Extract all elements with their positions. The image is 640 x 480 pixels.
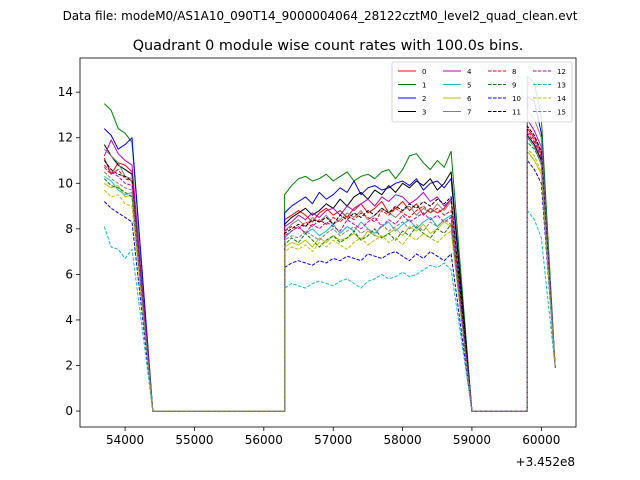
y-tick-label: 14 [58,85,73,99]
x-tick-label: 57000 [314,433,352,447]
legend-label-7: 7 [467,109,471,117]
legend-label-6: 6 [467,95,472,103]
legend-label-14: 14 [557,95,566,103]
y-tick-label: 2 [65,359,73,373]
series-line-6 [104,150,556,412]
figure-suptitle: Data file: modeM0/AS1A10_090T14_90000040… [63,9,578,23]
x-tick-label: 60000 [522,433,560,447]
series-line-10 [103,160,556,412]
series-line-11 [103,125,556,412]
legend-label-4: 4 [467,68,472,76]
series-group [103,75,556,412]
legend-label-13: 13 [557,82,566,90]
legend-label-9: 9 [512,82,516,90]
series-line-4 [103,119,556,412]
y-tick-label: 4 [65,313,73,327]
legend-label-10: 10 [512,95,521,103]
series-line-9 [103,141,556,412]
series-line-13 [103,210,556,412]
x-tick-label: 59000 [453,433,491,447]
x-tick-label: 58000 [383,433,421,447]
series-line-3 [103,134,556,412]
x-tick-label: 56000 [245,433,283,447]
series-line-5 [104,137,556,412]
series-line-0 [103,128,556,412]
series-line-12 [103,130,556,412]
legend-label-3: 3 [422,109,426,117]
y-tick-label: 0 [65,404,73,418]
y-tick-label: 12 [58,131,73,145]
legend-label-15: 15 [557,109,566,117]
series-line-14 [103,148,556,412]
legend-label-0: 0 [422,68,426,76]
legend-label-5: 5 [467,82,471,90]
series-line-8 [103,132,556,412]
legend-label-12: 12 [557,68,566,76]
series-line-2 [103,96,556,412]
x-tick-label: 54000 [106,433,144,447]
x-tick-label: 55000 [175,433,213,447]
series-line-15 [103,137,556,412]
legend-label-8: 8 [512,68,516,76]
legend-label-11: 11 [512,109,521,117]
x-axis-offset-label: +3.452e8 [516,455,575,469]
legend-label-1: 1 [422,82,426,90]
y-tick-label: 10 [58,176,73,190]
legend-box [391,61,573,123]
legend-label-2: 2 [422,95,426,103]
y-tick-label: 8 [65,222,73,236]
plot-area: 54000 55000 56000 57000 58000 59000 60000 0 2 4 6 8… [58,57,577,447]
chart-title: Quadrant 0 module wise count rates with … [133,38,524,54]
axes-frame [79,57,577,428]
y-tick-label: 6 [65,267,73,281]
